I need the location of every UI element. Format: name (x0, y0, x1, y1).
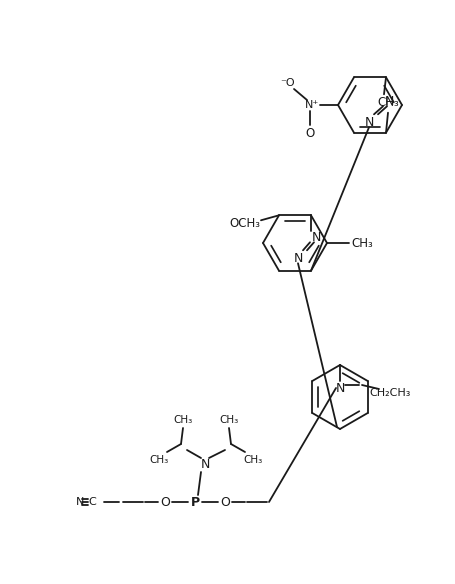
Text: N: N (364, 116, 373, 129)
Text: O: O (160, 495, 170, 509)
Text: N: N (293, 252, 302, 265)
Text: N⁺: N⁺ (304, 100, 318, 110)
Text: N: N (384, 95, 393, 108)
Text: CH₃: CH₃ (219, 415, 238, 425)
Text: CH₂CH₃: CH₂CH₃ (369, 388, 410, 398)
Text: N: N (76, 497, 84, 507)
Text: OCH₃: OCH₃ (229, 217, 260, 230)
Text: C: C (88, 497, 96, 507)
Text: O: O (220, 495, 229, 509)
Text: CH₃: CH₃ (376, 96, 398, 109)
Text: N: N (311, 231, 320, 244)
Text: CH₃: CH₃ (173, 415, 192, 425)
Text: CH₃: CH₃ (149, 455, 168, 465)
Text: P: P (190, 495, 199, 509)
Text: ⁻O: ⁻O (280, 78, 295, 88)
Text: CH₃: CH₃ (243, 455, 262, 465)
Text: N: N (200, 457, 209, 471)
Text: O: O (305, 127, 314, 140)
Text: CH₃: CH₃ (350, 237, 372, 249)
Text: N: N (334, 381, 344, 395)
